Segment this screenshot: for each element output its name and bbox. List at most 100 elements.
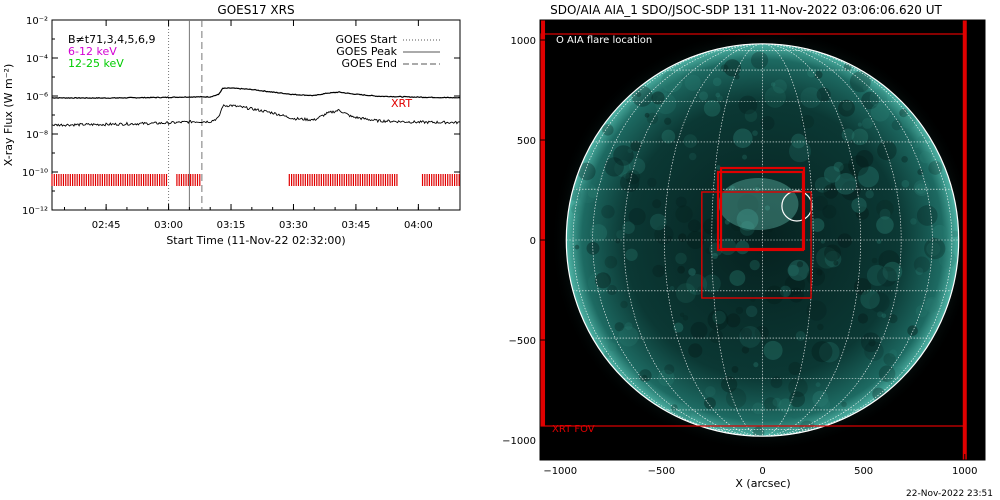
solar-texture-blob — [840, 180, 861, 201]
grid-longitude — [762, 43, 902, 437]
solar-texture-blob — [812, 390, 829, 407]
solar-texture-blob — [878, 250, 900, 272]
solar-texture-blob — [739, 326, 761, 348]
solar-texture-blob — [838, 163, 855, 179]
solar-texture-blob — [604, 157, 624, 177]
solar-texture-blob — [787, 264, 799, 277]
solar-texture-blob — [860, 289, 880, 309]
goes-x-tick-label: 03:45 — [342, 220, 371, 231]
solar-texture-blob — [690, 321, 708, 339]
solar-texture-blob — [791, 133, 806, 149]
aia-x-ticks: −1000 −500 0 500 1000 — [543, 454, 977, 477]
solar-texture-blob — [919, 151, 932, 164]
solar-texture-blob — [649, 213, 667, 231]
solar-texture-blob — [772, 397, 782, 407]
goes-plot-area — [51, 20, 461, 210]
solar-texture-blob — [926, 241, 941, 256]
solar-texture-blob — [764, 205, 771, 211]
goes-x-tick-label: 04:00 — [404, 220, 433, 231]
solar-texture-blob — [738, 95, 758, 115]
solar-texture-blob — [907, 325, 918, 336]
solar-texture-blob — [901, 156, 908, 163]
solar-texture-blob — [806, 300, 827, 321]
solar-texture-blob — [938, 251, 957, 269]
solar-texture-blob — [630, 140, 642, 152]
solar-texture-blob — [795, 331, 806, 341]
solar-texture-blob — [740, 327, 753, 340]
solar-texture-blob — [658, 369, 675, 387]
legend-goes-start-label: GOES Start — [336, 33, 398, 46]
solar-texture-blob — [628, 207, 646, 226]
solar-texture-blob — [862, 84, 870, 92]
solar-texture-blob — [627, 148, 633, 154]
solar-texture-blob — [855, 206, 869, 220]
solar-texture-blob — [720, 64, 729, 73]
solar-texture-blob — [838, 99, 855, 117]
solar-texture-blob — [924, 297, 940, 313]
grid-longitude — [623, 43, 763, 437]
grid-longitude — [573, 43, 763, 437]
solar-texture-blob — [675, 252, 687, 265]
goes-y-tick-label: 10⁻⁶ — [26, 92, 48, 103]
solar-texture-blob — [833, 260, 839, 266]
solar-texture-blob — [899, 112, 917, 129]
solar-texture-blob — [868, 339, 876, 347]
solar-texture-blob — [882, 261, 903, 282]
aia-panel: SDO/AIA AIA_1 SDO/JSOC-SDP 131 11-Nov-20… — [502, 3, 993, 499]
goes-x-tick-label: 03:30 — [279, 220, 308, 231]
goes-y-tick-label: 10⁻¹⁰ — [22, 168, 48, 179]
solar-texture-blob — [616, 229, 626, 239]
solar-texture-blob — [879, 208, 891, 220]
aia-x-tick-label: −500 — [648, 466, 675, 477]
solar-texture-blob — [784, 274, 806, 295]
solar-texture-blob — [841, 128, 855, 142]
solar-texture-blob — [750, 51, 769, 69]
solar-texture-blob — [800, 114, 815, 129]
solar-texture-blob — [833, 161, 844, 172]
solar-texture-blob — [851, 128, 869, 146]
goes-x-tick-label: 02:45 — [92, 220, 121, 231]
solar-texture-blob — [749, 259, 760, 271]
solar-texture-blob — [624, 322, 633, 330]
solar-texture-blob — [752, 130, 758, 137]
solar-texture-blob — [574, 244, 580, 250]
solar-texture-blob — [760, 116, 775, 131]
solar-texture-blob — [664, 364, 675, 375]
solar-texture-blob — [876, 311, 884, 318]
aia-y-tick-label: −1000 — [502, 436, 536, 447]
solar-texture-blob — [899, 108, 908, 118]
solar-texture-blob — [764, 86, 786, 108]
solar-texture-blob — [891, 119, 903, 131]
solar-texture-blob — [745, 305, 758, 317]
solar-texture-blob — [602, 124, 614, 136]
solar-texture-blob — [729, 185, 735, 191]
solar-texture-blob — [763, 340, 783, 360]
solar-texture-blob — [716, 95, 723, 102]
solar-texture-blob — [779, 285, 792, 298]
solar-texture-blob — [654, 225, 674, 245]
solar-texture-blob — [750, 296, 756, 302]
solar-texture-blob — [723, 59, 742, 77]
aia-x-tick-label: 500 — [854, 466, 873, 477]
solar-texture-blob — [861, 91, 879, 110]
solar-texture-blob — [951, 230, 959, 238]
solar-texture-blob — [869, 89, 888, 107]
solar-texture-blob — [679, 312, 685, 318]
solar-texture-blob — [652, 264, 665, 278]
aia-title: SDO/AIA AIA_1 SDO/JSOC-SDP 131 11-Nov-20… — [550, 3, 942, 17]
solar-texture-blob — [789, 140, 811, 163]
solar-texture-blob — [917, 168, 924, 175]
solar-texture-blob — [613, 145, 634, 166]
solar-texture-blob — [620, 172, 640, 193]
aia-y-tick-label: 0 — [530, 236, 536, 247]
goes-x-ticks: 02:45 03:00 03:15 03:30 03:45 04:00 — [63, 20, 461, 231]
goes-y-tick-label: 10⁻⁸ — [26, 130, 48, 141]
solar-texture-blob — [917, 135, 926, 144]
solar-texture-blob — [620, 300, 628, 309]
solar-texture-blob — [796, 261, 804, 268]
solar-texture-blob — [857, 122, 862, 127]
solar-texture-blob — [742, 154, 748, 160]
solar-texture-blob — [683, 134, 698, 148]
xrt-coverage-segment-0 — [51, 174, 168, 186]
solar-texture-blob — [789, 391, 806, 408]
